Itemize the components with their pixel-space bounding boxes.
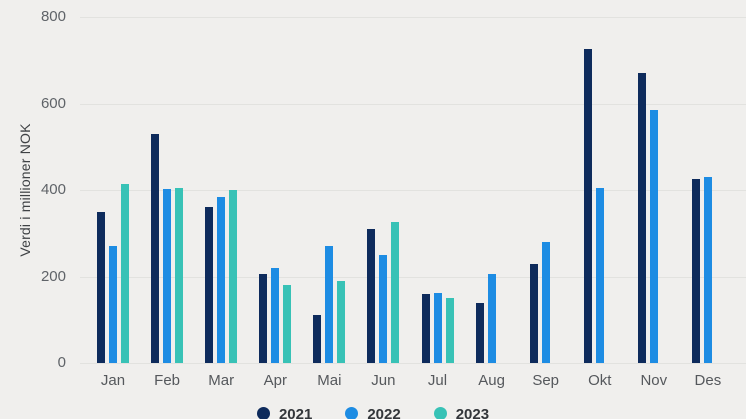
legend: 2021 2022 2023 [0,404,746,419]
bar-jan-2021 [97,211,105,363]
bar-apr-2021 [259,274,268,363]
bar-feb-2022 [163,188,172,363]
y-tick-label-0: 0 [57,354,66,371]
x-label-feb: Feb [154,372,181,389]
gridline-400 [80,190,746,191]
legend-dot-icon [256,407,270,419]
x-label-okt: Okt [588,372,612,389]
y-tick-label-400: 400 [40,181,66,198]
bar-jun-2022 [379,254,388,363]
bar-aug-2021 [475,302,484,363]
bar-sep-2022 [541,241,550,363]
legend-label: 2023 [455,406,490,419]
bar-mar-2022 [217,196,226,363]
y-tick-label-600: 600 [40,95,66,112]
bar-jun-2021 [367,228,376,363]
bar-sep-2021 [529,263,538,363]
bar-okt-2021 [583,49,592,363]
legend-dot-icon [433,407,447,419]
bar-feb-2021 [151,133,160,363]
bar-apr-2022 [271,267,280,363]
bar-feb-2023 [175,187,184,363]
gridline-0 [80,363,746,364]
bar-apr-2023 [283,285,292,363]
y-tick-label-200: 200 [40,268,66,285]
x-label-jul: Jul [427,372,448,389]
bar-aug-2022 [487,274,496,363]
x-label-mar: Mar [208,372,235,389]
bar-nov-2021 [637,73,646,363]
bar-des-2021 [691,179,700,363]
x-label-jun: Jun [371,372,396,389]
bar-jun-2023 [391,222,400,363]
x-label-jan: Jan [100,372,126,389]
x-label-apr: Apr [263,372,287,389]
legend-dot-icon [345,407,359,419]
bar-mai-2021 [313,315,322,363]
legend-item-2023[interactable]: 2023 [433,404,490,419]
x-label-des: Des [694,372,722,389]
gridline-200 [80,277,746,278]
bar-jul-2023 [445,298,454,363]
bar-des-2022 [703,177,712,363]
bar-nov-2022 [649,110,658,363]
gridline-600 [80,104,746,105]
x-label-nov: Nov [640,372,668,389]
bar-mai-2023 [337,280,346,363]
legend-item-2022[interactable]: 2022 [345,404,401,419]
legend-label: 2022 [367,406,401,419]
gridline-800 [80,17,746,18]
bar-mar-2023 [229,190,238,363]
x-label-mai: Mai [317,372,342,389]
bar-okt-2022 [595,187,604,363]
bar-jan-2023 [121,183,129,363]
bar-mar-2021 [205,207,214,363]
legend-item-2021[interactable]: 2021 [256,404,313,419]
x-label-aug: Aug [478,372,505,389]
x-label-sep: Sep [532,372,560,389]
bar-jan-2022 [109,246,117,363]
bar-jul-2021 [421,293,430,363]
bar-mai-2022 [325,246,334,363]
y-tick-label-800: 800 [40,8,66,25]
bar-jul-2022 [433,292,442,363]
legend-label: 2021 [278,406,313,419]
